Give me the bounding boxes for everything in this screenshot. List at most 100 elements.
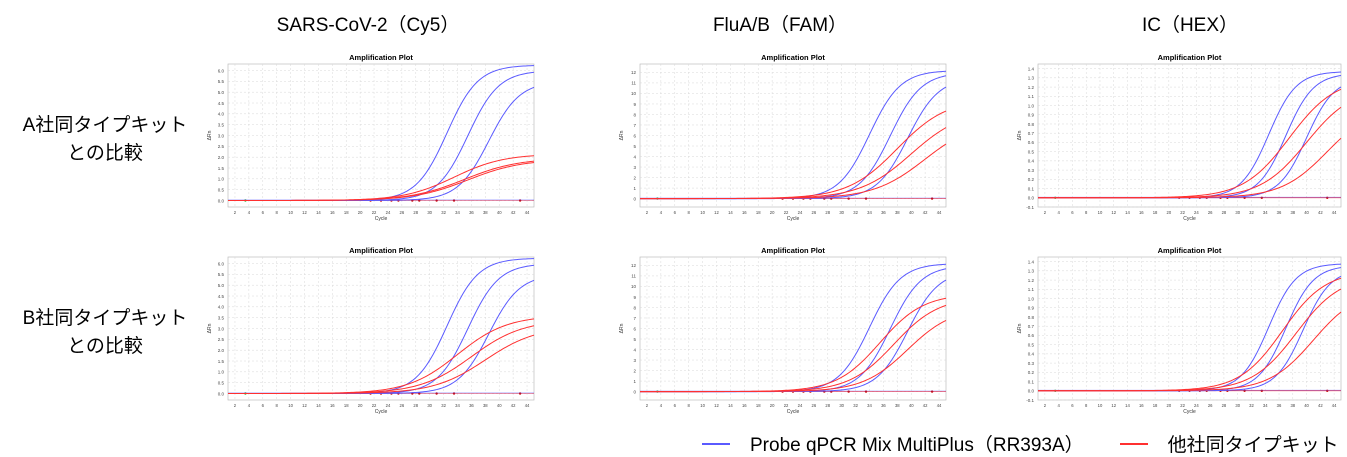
y-tick-label: 0.3: [1028, 168, 1035, 173]
y-tick-label: 1.1: [1028, 287, 1035, 292]
x-tick-label: 4: [660, 210, 663, 215]
y-tick-label: 3: [633, 358, 636, 363]
x-tick-label: 24: [1194, 403, 1199, 408]
y-tick-label: 0.9: [1028, 113, 1035, 118]
y-tick-label: 1.0: [1028, 103, 1035, 108]
row-label-a: A社同タイプキット との比較: [22, 115, 188, 164]
x-tick-label: 24: [798, 210, 803, 215]
y-tick-label: 0.2: [1028, 370, 1035, 375]
x-tick-label: 38: [1290, 210, 1295, 215]
x-tick-label: 8: [1085, 403, 1088, 408]
y-tick-label: 2: [633, 175, 636, 180]
x-tick-label: 38: [483, 210, 488, 215]
x-tick-label: 20: [1167, 403, 1172, 408]
y-tick-label: 0.5: [1028, 342, 1035, 347]
y-axis-label: ΔRn: [619, 130, 625, 140]
x-tick-label: 28: [413, 210, 418, 215]
y-tick-label: 6.0: [218, 261, 225, 266]
y-tick-label: 11: [631, 274, 636, 279]
x-tick-label: 12: [714, 403, 719, 408]
y-tick-label: 8: [633, 112, 636, 117]
plot-title: Amplification Plot: [349, 246, 413, 255]
y-tick-label: 5.0: [218, 283, 225, 288]
amplification-plot-a-ic: Amplification Plot -0.1 0.0 0.1 0.2 0.3 0.4 0.5…: [1017, 53, 1342, 222]
x-tick-label: 36: [881, 403, 886, 408]
x-tick-label: 42: [511, 403, 516, 408]
y-tick-label: 0.8: [1028, 315, 1035, 320]
x-tick-label: 18: [344, 210, 349, 215]
plot-area: [1037, 256, 1342, 401]
x-tick-label: 20: [358, 210, 363, 215]
x-tick-label: 34: [867, 403, 872, 408]
x-tick-label: 36: [469, 210, 474, 215]
x-tick-label: 26: [1208, 210, 1213, 215]
y-tick-label: 0.2: [1028, 177, 1035, 182]
x-tick-label: 24: [386, 403, 391, 408]
x-tick-label: 6: [1071, 210, 1074, 215]
y-tick-label: 4.5: [218, 101, 225, 106]
y-tick-label: 2.5: [218, 144, 225, 149]
x-tick-label: 20: [770, 210, 775, 215]
y-tick-label: 8: [633, 305, 636, 310]
column-title-flu: FluA/B（FAM）: [712, 15, 848, 36]
x-tick-label: 22: [1180, 210, 1185, 215]
x-tick-label: 30: [427, 210, 432, 215]
y-tick-label: 0.9: [1028, 306, 1035, 311]
x-axis-label: Cycle: [1183, 409, 1196, 415]
plot-title: Amplification Plot: [761, 53, 825, 62]
x-tick-label: 20: [1167, 210, 1172, 215]
x-tick-label: 4: [1057, 403, 1060, 408]
x-tick-label: 14: [1125, 210, 1130, 215]
column-title-sars: SARS-CoV-2（Cy5）: [276, 15, 460, 36]
y-tick-label: 1.3: [1028, 269, 1035, 274]
y-tick-label: 0.5: [218, 380, 225, 385]
x-tick-label: 16: [1139, 403, 1144, 408]
y-tick-label: 1.2: [1028, 278, 1035, 283]
y-tick-label: 1.4: [1028, 259, 1035, 264]
x-tick-label: 30: [427, 403, 432, 408]
x-tick-label: 26: [400, 403, 405, 408]
x-tick-label: 2: [1044, 403, 1047, 408]
x-tick-label: 34: [455, 210, 460, 215]
x-tick-label: 30: [839, 210, 844, 215]
y-tick-label: 9: [633, 295, 636, 300]
x-tick-label: 18: [756, 403, 761, 408]
x-tick-label: 10: [700, 403, 705, 408]
y-tick-label: 0.0: [1028, 196, 1035, 201]
x-tick-label: 38: [1290, 403, 1295, 408]
y-tick-label: 0.7: [1028, 131, 1035, 136]
x-tick-label: 32: [441, 210, 446, 215]
x-tick-label: 2: [646, 403, 649, 408]
x-tick-label: 16: [1139, 210, 1144, 215]
y-tick-label: 5: [633, 144, 636, 149]
y-tick-label: 0: [633, 389, 636, 394]
x-tick-label: 18: [344, 403, 349, 408]
y-tick-label: 0.0: [1028, 389, 1035, 394]
series-line-red-6: [640, 143, 947, 200]
y-tick-label: 0.4: [1028, 159, 1035, 164]
y-tick-label: 0.0: [218, 198, 225, 203]
x-tick-label: 18: [756, 210, 761, 215]
y-tick-label: 3.0: [218, 133, 225, 138]
x-tick-label: 34: [1263, 210, 1268, 215]
x-tick-label: 2: [234, 403, 237, 408]
y-tick-label: 5.5: [218, 79, 225, 84]
x-tick-label: 40: [909, 403, 914, 408]
y-axis-label: ΔRn: [207, 323, 213, 333]
x-tick-label: 6: [262, 210, 265, 215]
x-tick-label: 44: [1332, 403, 1337, 408]
y-tick-label: 0.0: [218, 391, 225, 396]
x-tick-label: 40: [1304, 210, 1309, 215]
x-tick-label: 12: [714, 210, 719, 215]
x-tick-label: 44: [1332, 210, 1337, 215]
y-tick-label: 0.4: [1028, 352, 1035, 357]
x-tick-label: 10: [288, 403, 293, 408]
y-tick-label: 5: [633, 337, 636, 342]
x-tick-label: 26: [812, 210, 817, 215]
x-tick-label: 24: [798, 403, 803, 408]
x-tick-label: 32: [1249, 210, 1254, 215]
x-axis-label: Cycle: [787, 216, 800, 222]
plot-title: Amplification Plot: [1158, 246, 1222, 255]
x-tick-label: 40: [497, 403, 502, 408]
